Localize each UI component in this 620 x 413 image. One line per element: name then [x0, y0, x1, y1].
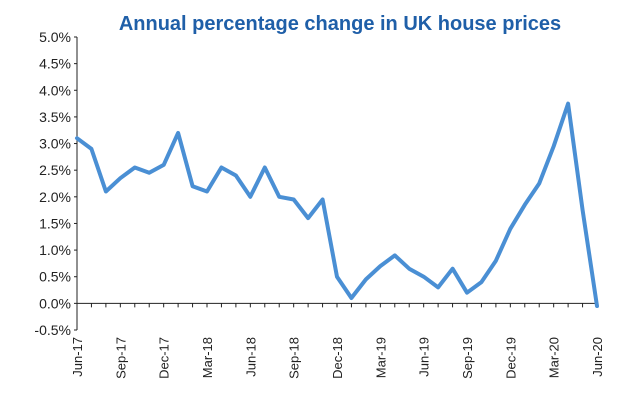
series-line — [75, 101, 599, 308]
y-tick-label: 2.5% — [39, 162, 71, 178]
y-tick-label: 1.0% — [39, 242, 71, 258]
x-tick-label: Jun-17 — [70, 337, 85, 377]
x-tick-label: Dec-19 — [503, 337, 518, 379]
chart-title: Annual percentage change in UK house pri… — [119, 13, 561, 35]
y-tick-label: 1.5% — [39, 215, 71, 231]
series-layer — [75, 101, 599, 308]
x-tick-label: Dec-17 — [157, 337, 172, 379]
y-axis: 5.0% 4.5% 4.0% 3.5% 3.0% 2.5% 2.0% 1.5% 1.0% 0.5%… — [34, 29, 78, 338]
y-tick-label: 5.0% — [39, 29, 71, 45]
x-tick-label: Mar-18 — [200, 337, 215, 378]
y-tick-label: 3.0% — [39, 136, 71, 152]
y-tick-label: 3.5% — [39, 109, 71, 125]
y-tick-label: -0.5% — [34, 322, 71, 338]
x-tick-label: Jun-20 — [590, 337, 605, 377]
y-tick-label: 4.5% — [39, 56, 71, 72]
x-tick-label: Sep-19 — [460, 337, 475, 379]
x-tick-label: Mar-20 — [547, 337, 562, 378]
y-tick-label: 0.0% — [39, 295, 71, 311]
y-tick-label: 4.0% — [39, 82, 71, 98]
x-tick-label: Sep-18 — [287, 337, 302, 379]
x-tick-label: Jun-19 — [417, 337, 432, 377]
x-tick-label: Sep-17 — [113, 337, 128, 379]
y-tick-label: 2.0% — [39, 189, 71, 205]
x-tick-label: Mar-19 — [373, 337, 388, 378]
x-tick-label: Jun-18 — [243, 337, 258, 377]
y-tick-label: 0.5% — [39, 269, 71, 285]
x-tick-label: Dec-18 — [330, 337, 345, 379]
x-axis: Jun-17 Sep-17 Dec-17 Mar-18 Jun-18 Sep-18 Dec-… — [70, 302, 605, 379]
